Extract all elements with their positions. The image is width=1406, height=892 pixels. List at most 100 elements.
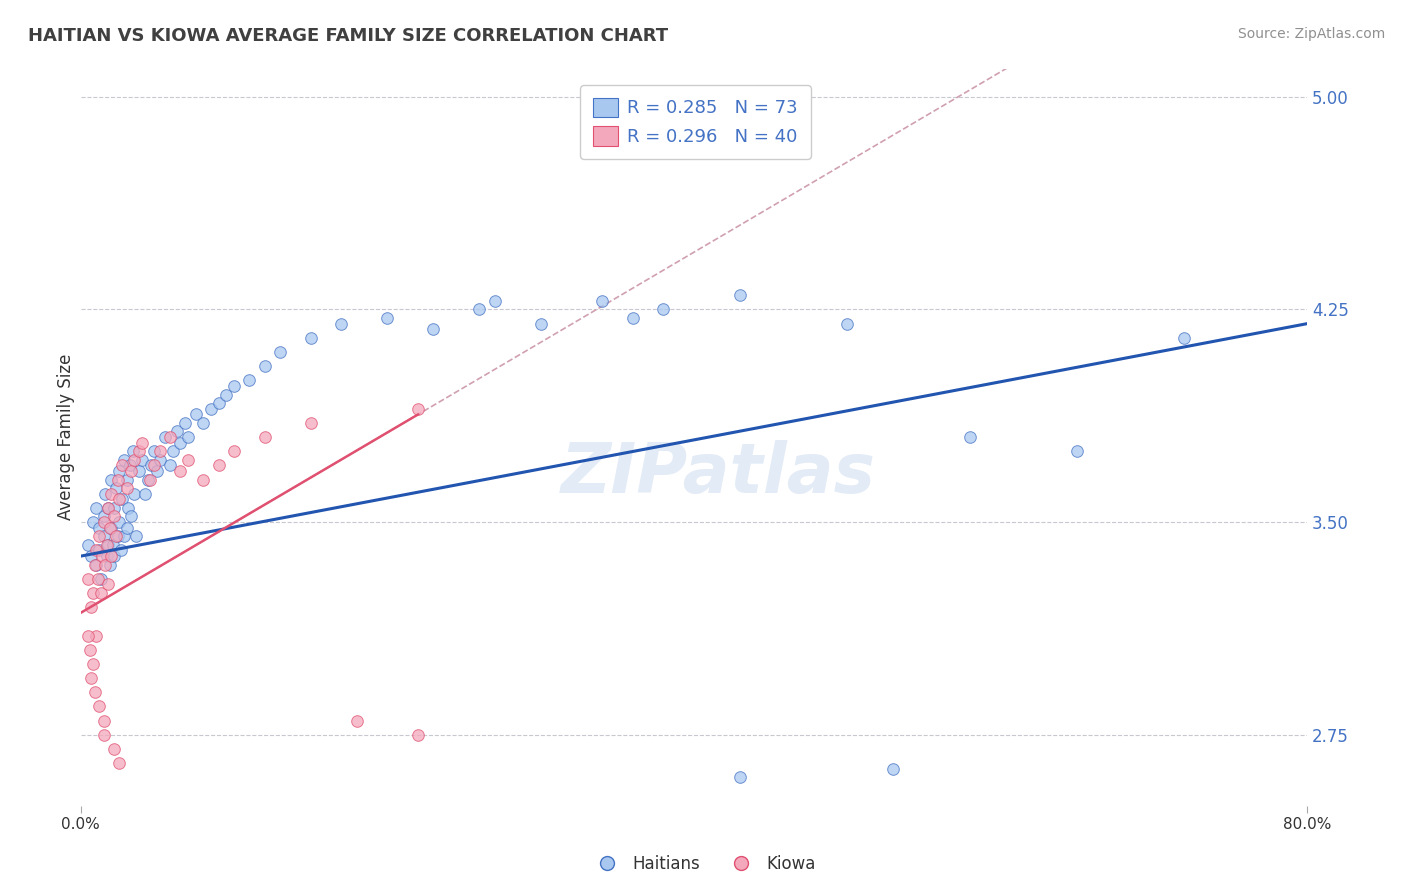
- Point: [121, 444, 143, 458]
- Point: [484, 293, 506, 308]
- Point: [108, 515, 131, 529]
- Point: [104, 481, 127, 495]
- Point: [103, 509, 125, 524]
- Point: [128, 464, 150, 478]
- Point: [115, 521, 138, 535]
- Point: [128, 444, 150, 458]
- Text: HAITIAN VS KIOWA AVERAGE FAMILY SIZE CORRELATION CHART: HAITIAN VS KIOWA AVERAGE FAMILY SIZE COR…: [28, 27, 668, 45]
- Point: [177, 452, 200, 467]
- Point: [375, 310, 398, 325]
- Point: [79, 642, 101, 657]
- Point: [652, 302, 675, 317]
- Point: [149, 452, 172, 467]
- Point: [103, 500, 125, 515]
- Legend: Haitians, Kiowa: Haitians, Kiowa: [583, 848, 823, 880]
- Point: [96, 538, 118, 552]
- Point: [1066, 444, 1088, 458]
- Point: [131, 452, 153, 467]
- Point: [184, 408, 207, 422]
- Point: [208, 458, 231, 473]
- Point: [86, 572, 108, 586]
- Legend: R = 0.285   N = 73, R = 0.296   N = 40: R = 0.285 N = 73, R = 0.296 N = 40: [581, 85, 810, 159]
- Point: [89, 699, 111, 714]
- Point: [166, 425, 188, 439]
- Point: [238, 373, 260, 387]
- Point: [101, 538, 124, 552]
- Point: [120, 464, 142, 478]
- Point: [115, 473, 138, 487]
- Point: [84, 500, 107, 515]
- Point: [80, 671, 103, 685]
- Point: [159, 458, 181, 473]
- Text: ZIPatlas: ZIPatlas: [561, 441, 876, 508]
- Point: [107, 473, 129, 487]
- Point: [115, 481, 138, 495]
- Point: [90, 572, 112, 586]
- Point: [84, 543, 107, 558]
- Point: [728, 770, 751, 784]
- Point: [143, 444, 166, 458]
- Point: [174, 416, 197, 430]
- Point: [120, 509, 142, 524]
- Point: [77, 572, 100, 586]
- Point: [93, 728, 115, 742]
- Point: [591, 293, 613, 308]
- Point: [222, 444, 245, 458]
- Point: [110, 543, 132, 558]
- Point: [77, 628, 100, 642]
- Point: [97, 577, 120, 591]
- Point: [169, 435, 191, 450]
- Point: [406, 728, 429, 742]
- Point: [98, 558, 121, 572]
- Point: [93, 714, 115, 728]
- Point: [253, 430, 276, 444]
- Point: [141, 458, 163, 473]
- Point: [93, 529, 115, 543]
- Point: [100, 549, 122, 563]
- Point: [97, 538, 120, 552]
- Point: [253, 359, 276, 374]
- Point: [89, 529, 111, 543]
- Point: [468, 302, 491, 317]
- Point: [149, 444, 172, 458]
- Point: [117, 500, 139, 515]
- Point: [422, 322, 444, 336]
- Point: [100, 473, 122, 487]
- Point: [959, 430, 981, 444]
- Point: [82, 657, 104, 671]
- Point: [97, 500, 120, 515]
- Point: [124, 487, 146, 501]
- Point: [83, 558, 105, 572]
- Point: [177, 430, 200, 444]
- Point: [100, 487, 122, 501]
- Point: [84, 558, 107, 572]
- Point: [146, 464, 169, 478]
- Point: [108, 492, 131, 507]
- Point: [346, 714, 368, 728]
- Point: [107, 529, 129, 543]
- Point: [84, 628, 107, 642]
- Point: [138, 473, 160, 487]
- Point: [111, 458, 134, 473]
- Point: [299, 416, 322, 430]
- Point: [124, 452, 146, 467]
- Point: [125, 529, 148, 543]
- Point: [193, 416, 215, 430]
- Point: [882, 762, 904, 776]
- Point: [330, 317, 353, 331]
- Point: [103, 742, 125, 756]
- Point: [134, 487, 156, 501]
- Point: [108, 464, 131, 478]
- Point: [93, 509, 115, 524]
- Point: [136, 473, 159, 487]
- Text: Source: ZipAtlas.com: Source: ZipAtlas.com: [1237, 27, 1385, 41]
- Point: [215, 387, 238, 401]
- Point: [104, 529, 127, 543]
- Point: [80, 549, 103, 563]
- Point: [208, 396, 231, 410]
- Point: [90, 586, 112, 600]
- Point: [82, 586, 104, 600]
- Point: [728, 288, 751, 302]
- Point: [103, 549, 125, 563]
- Point: [153, 430, 176, 444]
